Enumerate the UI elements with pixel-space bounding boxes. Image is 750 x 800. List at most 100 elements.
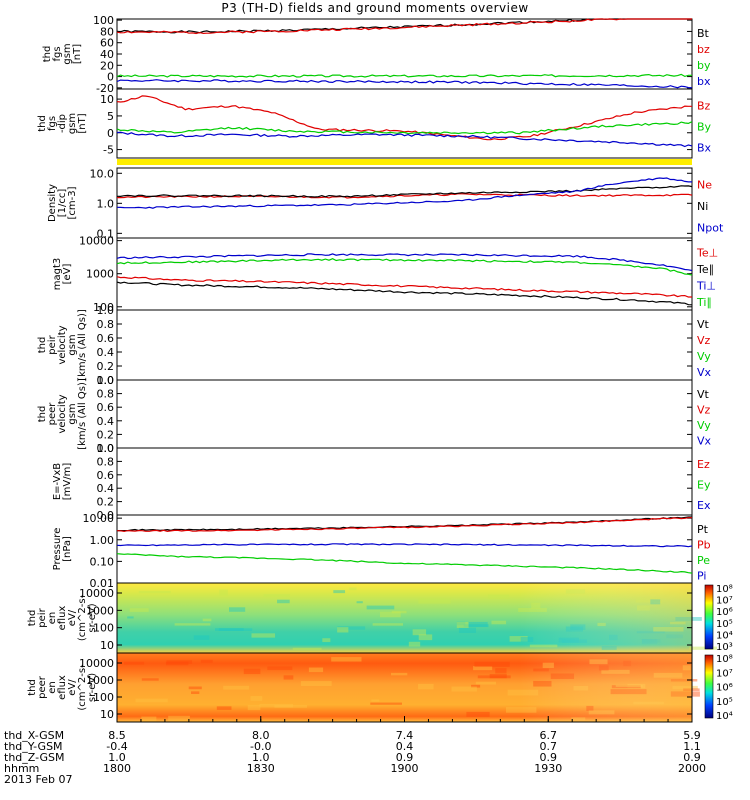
- y-axis-label: thdfgs-dipgsm[nT]: [37, 113, 88, 134]
- x-tick-label: 1930: [534, 762, 562, 775]
- y-tick-label: 0.4: [97, 482, 115, 495]
- y-tick-label: 5: [107, 110, 114, 123]
- series-line-Pe: [116, 553, 693, 574]
- spectrogram-texture: [689, 646, 718, 650]
- y-axis-label-line: [nT]: [77, 113, 88, 133]
- series-line-Ni: [116, 185, 693, 198]
- series-line-Bx: [116, 131, 693, 148]
- y-axis-label-line: fgs: [52, 46, 63, 61]
- y-tick-label: 100: [93, 622, 114, 635]
- series-line-Te⊥: [116, 276, 692, 298]
- y-tick-label: 1000: [86, 604, 114, 617]
- y-tick-label: 100: [93, 301, 114, 314]
- legend-entry: Pe: [697, 554, 710, 567]
- y-tick-label: 10000: [79, 235, 114, 248]
- legend-entry: Pb: [697, 538, 711, 551]
- y-axis-label-line: velocity: [57, 394, 68, 433]
- legend-entry: Te∥: [696, 263, 714, 276]
- y-axis-label-line: [km/s (All Qs)]: [77, 309, 88, 381]
- ephemeris-label: thd_Y-GSM: [4, 740, 63, 753]
- y-tick-label: 10.0: [90, 167, 115, 180]
- legend-entry: Bx: [697, 142, 712, 155]
- panel-frame: [116, 18, 693, 90]
- legend-entry: Ez: [697, 458, 710, 471]
- time-axis-label: hhmm: [4, 762, 39, 775]
- legend-entry: Vt: [697, 388, 710, 401]
- y-tick-label: 100: [93, 691, 114, 704]
- series-line-Bz: [116, 95, 692, 141]
- panel-temperature: 10000 1000 100 magt3[eV] Te⊥ Te∥ Ti⊥ Ti∥: [52, 235, 718, 314]
- legend-entry: Pi: [697, 569, 706, 582]
- y-tick-label: -20: [96, 82, 114, 95]
- legend-entry: By: [697, 121, 712, 134]
- ephemeris-value: 8.5: [108, 729, 126, 742]
- series-line-Bt: [116, 18, 692, 34]
- legend-entry: Ti∥: [696, 296, 712, 309]
- x-tick-label: 1800: [103, 762, 131, 775]
- y-tick-label: 1000: [86, 268, 114, 281]
- ephemeris-value: 0.9: [683, 751, 701, 764]
- ephemeris-value: 0.9: [540, 751, 558, 764]
- y-axis-label-line: sr-eV): [87, 603, 98, 632]
- y-axis-label-line: en: [47, 612, 58, 625]
- y-tick-label: 0.10: [90, 555, 115, 568]
- y-tick-label: -5: [103, 144, 114, 157]
- y-tick-label: 0.1: [97, 227, 115, 240]
- y-tick-label: 1.0: [97, 304, 115, 317]
- ephemeris-value: 1.0: [108, 751, 126, 764]
- y-tick-label: 0.2: [97, 428, 115, 441]
- y-tick-label: 0.4: [97, 415, 115, 428]
- y-tick-label: 20: [100, 59, 114, 72]
- ephemeris-value: 0.4: [396, 740, 414, 753]
- panel-frame: [116, 514, 693, 584]
- y-axis-label-line: eflux: [57, 675, 68, 700]
- y-axis-label-line: [mV/m]: [62, 463, 73, 501]
- panel-fgs-dip: 10 5 0 -5 thdfgs-dipgsm[nT] Bz By Bx: [37, 88, 712, 159]
- ephemeris-value: 1.0: [252, 751, 270, 764]
- ephemeris-value: 6.7: [540, 729, 558, 742]
- colorbar-tick-label: 10⁶: [716, 683, 733, 694]
- y-axis-label-line: thd: [27, 610, 38, 627]
- legend-entry: bz: [697, 43, 710, 56]
- ephemeris-value: 5.9: [683, 729, 701, 742]
- y-tick-label: 0.6: [97, 401, 115, 414]
- y-tick-label: 60: [100, 37, 114, 50]
- y-axis-label-line: [nT]: [72, 44, 83, 64]
- y-axis-label: magt3[eV]: [52, 258, 73, 291]
- y-axis-label-line: thd: [37, 115, 48, 132]
- y-tick-label: 0.0: [97, 442, 115, 455]
- y-tick-label: 0.0: [97, 374, 115, 387]
- y-axis-label: Pressure[nPa]: [52, 528, 73, 571]
- y-axis-label-line: thd: [37, 406, 48, 423]
- y-tick-label: 1000: [86, 674, 114, 687]
- y-axis-label-line: en: [47, 681, 58, 694]
- y-axis-label-line: [eV]: [62, 264, 73, 285]
- spectrogram-shade: [117, 583, 692, 653]
- series-line-Ti∥: [116, 258, 693, 276]
- date-label: 2013 Feb 07: [4, 773, 72, 786]
- y-axis-label-line: peir: [37, 607, 48, 627]
- y-tick-label: 1.0: [97, 197, 115, 210]
- legend-entry: Ne: [697, 179, 712, 192]
- y-axis-label-line: gsm: [67, 334, 78, 355]
- ephemeris-value: 0.7: [540, 740, 558, 753]
- y-axis-label-line: (cm^2-s-: [77, 664, 88, 711]
- spectrogram-shade: [117, 653, 692, 722]
- y-axis-label-line: thd: [42, 46, 53, 63]
- y-tick-label: 0.0: [97, 509, 115, 522]
- ephemeris-value: 8.0: [252, 729, 270, 742]
- legend-entry: Ni: [697, 200, 708, 213]
- y-axis-label-line: peer: [37, 675, 48, 699]
- legend-entry: Vy: [697, 419, 711, 432]
- series-line-Ne: [117, 193, 693, 199]
- y-axis-label: thdfgsgsm[nT]: [42, 43, 83, 64]
- y-axis-label-line: magt3: [52, 258, 63, 291]
- x-tick-label: 2000: [678, 762, 706, 775]
- panel-peir-velocity: 1.00.80.60.40.20.0thdpeirvelocitygsm[km/…: [37, 304, 712, 387]
- x-tick-label: 1830: [247, 762, 275, 775]
- panel-peer-en-eflux: 10⁸10⁷10⁶10⁵10⁴10000100010010thdpeerenef…: [27, 652, 733, 723]
- ephemeris-value: 0.9: [396, 751, 414, 764]
- legend-entry: Ex: [697, 499, 711, 512]
- ephemeris-value: -0.4: [106, 740, 127, 753]
